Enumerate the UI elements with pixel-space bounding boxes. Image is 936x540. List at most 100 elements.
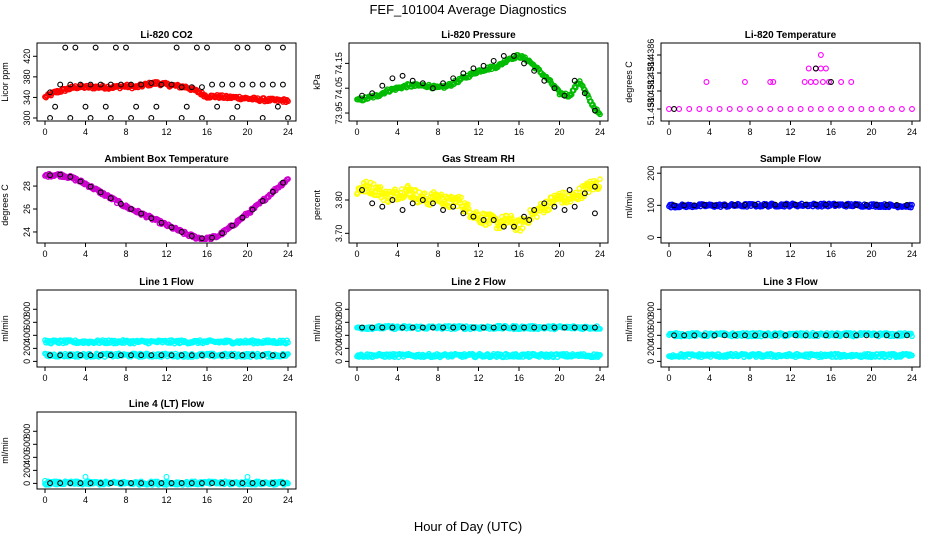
data-point (209, 352, 216, 359)
x-tick-label: 12 (785, 127, 795, 137)
data-point (762, 202, 769, 208)
x-tick-label: 24 (907, 373, 917, 383)
data-point (909, 333, 915, 340)
data-point (148, 480, 155, 487)
data-point (47, 89, 54, 96)
data-point (792, 201, 799, 208)
data-point (873, 332, 880, 339)
y-tick-label: 100 (646, 198, 656, 213)
data-point (772, 332, 779, 339)
data-point (429, 324, 436, 331)
y-tick-label: 600 (22, 315, 32, 330)
data-point (429, 200, 436, 207)
data-point (158, 81, 165, 88)
data-point (52, 103, 59, 110)
data-point (731, 202, 738, 208)
x-tick-label: 0 (354, 249, 359, 259)
data-point (450, 324, 457, 331)
y-tick-label: 51.4380 (646, 93, 656, 126)
x-tick-label: 4 (83, 127, 88, 137)
series-box-temp-hourly- (47, 171, 286, 242)
data-point (480, 324, 487, 331)
series-sample-flow-hourly- (671, 201, 910, 209)
data-point (148, 215, 155, 222)
x-tick-label: 24 (595, 249, 605, 259)
data-point (264, 44, 271, 51)
plot-area (354, 176, 603, 234)
data-point (57, 352, 64, 359)
data-point (97, 81, 104, 88)
data-point (133, 103, 140, 110)
y-tick-label: 800 (22, 424, 32, 439)
data-point (373, 192, 380, 199)
data-point (42, 477, 48, 484)
data-point (480, 62, 487, 69)
data-point (269, 480, 276, 487)
y-tick-label: 0 (22, 481, 32, 486)
data-point (259, 352, 266, 359)
x-tick-label: 0 (42, 495, 47, 505)
data-point (429, 85, 436, 92)
y-axis-label: percent (312, 189, 322, 220)
x-tick-label: 12 (161, 373, 171, 383)
data-point (67, 81, 74, 88)
data-point (767, 106, 774, 112)
data-point (198, 235, 205, 242)
data-point (521, 213, 528, 220)
y-tick-label: 74.15 (334, 52, 344, 75)
data-point (279, 179, 286, 186)
data-point (666, 106, 672, 112)
y-tick-label: 0 (646, 235, 656, 240)
data-point (883, 332, 890, 339)
y-tick-label: 74.05 (334, 77, 344, 100)
data-point (419, 80, 426, 87)
data-point (285, 98, 291, 105)
x-tick-label: 20 (866, 373, 876, 383)
data-point (819, 79, 826, 85)
data-point (770, 79, 777, 85)
data-point (62, 44, 69, 51)
y-tick-label: 600 (22, 437, 32, 452)
data-point (510, 324, 517, 331)
data-point (741, 79, 748, 85)
data-point (183, 103, 190, 110)
data-point (117, 81, 124, 88)
data-point (490, 57, 497, 64)
series-temp-hourly- (671, 65, 834, 112)
data-point (219, 352, 226, 359)
data-point (249, 206, 256, 213)
data-point (817, 65, 824, 72)
y-tick-label: 3.80 (334, 191, 344, 209)
data-point (858, 106, 865, 112)
data-point (450, 203, 457, 210)
data-point (681, 332, 688, 339)
data-point (117, 352, 124, 359)
data-point (490, 324, 497, 331)
data-point (198, 480, 205, 487)
series-rh-hourly- (359, 183, 598, 230)
data-point (285, 176, 291, 182)
panel-pressure: Li-820 Pressure 0 4 8 12 16 20 24 73.95 74.05 74.1… (312, 30, 609, 137)
plot-frame (348, 42, 609, 122)
data-point (597, 176, 603, 183)
y-tick-label: 380 (22, 69, 32, 84)
data-point (107, 352, 114, 359)
data-point (863, 202, 870, 208)
data-point (239, 480, 246, 487)
plot-area (666, 200, 915, 211)
data-point (249, 81, 256, 88)
data-point (807, 106, 814, 112)
data-point (229, 81, 236, 88)
y-tick-label: 200 (646, 341, 656, 356)
y-tick-label: 420 (22, 49, 32, 64)
data-point (178, 352, 185, 359)
data-point (148, 352, 155, 359)
y-tick-label: 400 (646, 328, 656, 343)
x-tick-label: 0 (42, 373, 47, 383)
data-point (229, 480, 236, 487)
x-tick-label: 12 (473, 373, 483, 383)
data-point (883, 202, 890, 208)
data-point (274, 103, 281, 110)
data-point (802, 201, 809, 208)
plot-area (666, 52, 915, 112)
